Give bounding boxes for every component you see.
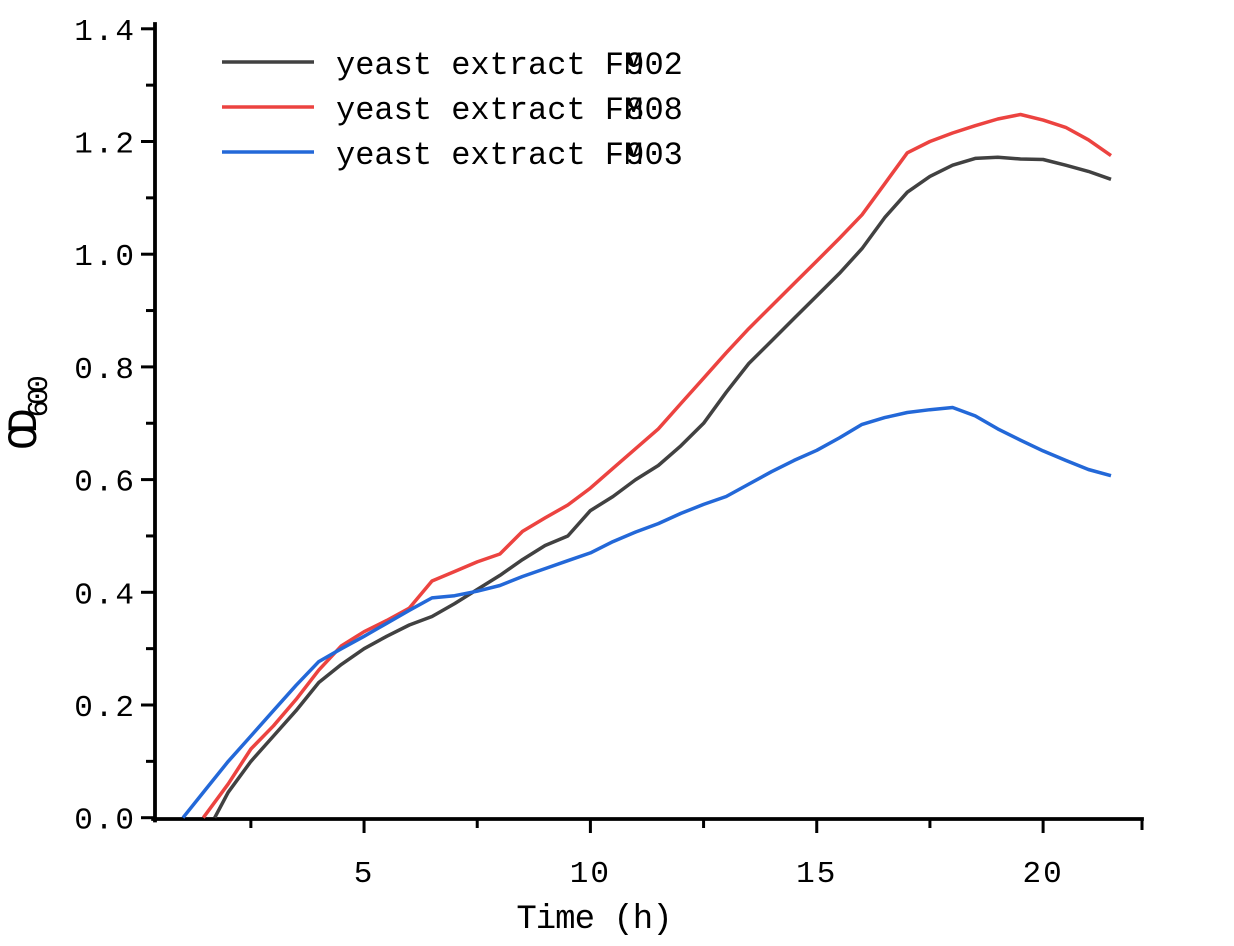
legend-entry-FM808: yeast extract FM808 [222, 92, 683, 129]
y-tick-label: 1.0 [74, 240, 136, 275]
y-axis-title-subscript: 600 [23, 377, 56, 418]
y-tick-label: 0.8 [74, 353, 136, 388]
y-axis-title: OD 600 [1, 377, 56, 450]
y-tick-label: 0.6 [74, 466, 136, 501]
series-line-FM808 [201, 112, 1113, 819]
x-tick-label: 20 [1022, 857, 1063, 892]
legend-label-prefix: yeast extract FM [336, 92, 643, 129]
y-tick-label: 0.4 [74, 578, 136, 613]
legend-label-FM808: yeast extract FM808 [336, 92, 683, 129]
x-tick-label: 10 [570, 857, 611, 892]
legend-label-digits: 902 [625, 47, 683, 84]
y-tick-label: 1.2 [74, 128, 136, 163]
legend-entry-FM903: yeast extract FM903 [222, 137, 683, 174]
legend-label-digits: 903 [625, 137, 683, 174]
legend-label-prefix: yeast extract FM [336, 137, 643, 174]
x-tick-label: 5 [354, 857, 375, 892]
x-axis-title: Time (h) [516, 901, 671, 939]
x-tick-label: 15 [796, 857, 837, 892]
legend-label-prefix: yeast extract FM [336, 47, 643, 84]
y-tick-label: 1.4 [74, 15, 136, 50]
legend-label-FM902: yeast extract FM902 [336, 47, 683, 84]
legend-label-digits: 808 [625, 92, 683, 129]
y-tick-label: 0.2 [74, 691, 136, 726]
axes-layer: 5 10 15 20 0.0 0.2 0.4 0.6 0.8 1.0 1.2 1.4 [74, 15, 1144, 892]
legend-label-FM903: yeast extract FM903 [336, 137, 683, 174]
y-tick-label: 0.0 [74, 804, 136, 839]
series-layer [181, 112, 1113, 819]
series-line-FM903 [181, 405, 1112, 819]
legend-entry-FM902: yeast extract FM902 [222, 47, 683, 84]
series-line-FM902 [213, 155, 1112, 819]
